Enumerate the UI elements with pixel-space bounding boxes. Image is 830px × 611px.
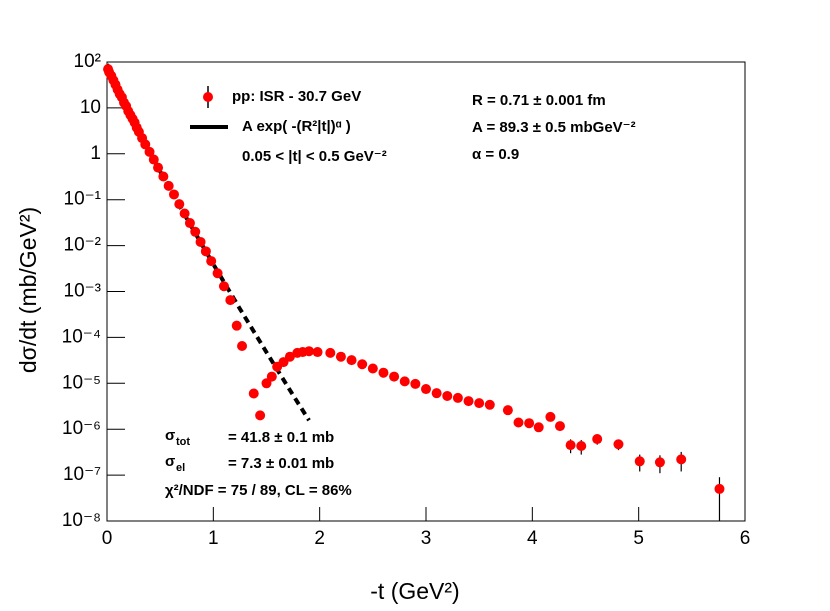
data-point (533, 422, 544, 433)
data-point (613, 439, 624, 450)
data-point (144, 146, 155, 157)
legend-label: A exp( -(R²|t|)ᵅ ) (242, 118, 351, 135)
data-point (513, 417, 524, 428)
x-tick-label: 5 (633, 528, 644, 549)
data-point (421, 384, 431, 395)
data-point (463, 396, 474, 407)
x-tick-label: 3 (421, 528, 432, 549)
subscript: tot (176, 436, 190, 448)
data-point (255, 410, 266, 421)
symbol: σ (165, 453, 175, 470)
data-point (284, 351, 295, 362)
data-point (184, 218, 195, 229)
data-point (168, 189, 179, 200)
data-point (212, 268, 223, 279)
data-point (378, 367, 389, 378)
y-axis-label: dσ/dt (mb/GeV²) (15, 207, 41, 373)
data-point (225, 295, 236, 306)
x-tick-label: 4 (527, 528, 538, 549)
range-note: 0.05 < |t| < 0.5 GeV⁻² (242, 148, 387, 165)
x-tick-label: 2 (314, 528, 325, 549)
data-point (200, 246, 211, 257)
y-tick-label: 10² (74, 51, 101, 72)
data-point (312, 347, 323, 358)
data-point (502, 405, 513, 416)
data-point (195, 236, 206, 247)
y-tick-label: 10⁻⁵ (62, 372, 101, 393)
x-tick-label: 0 (102, 528, 113, 549)
data-point (634, 456, 645, 467)
data-point (218, 281, 229, 292)
y-tick-label: 10⁻⁶ (62, 418, 101, 439)
y-tick-label: 10⁻⁴ (62, 326, 101, 347)
data-point (431, 388, 442, 399)
data-point (524, 418, 535, 429)
y-tick-label: 10⁻² (64, 235, 102, 256)
data-point (554, 421, 565, 432)
y-tick-label: 1 (90, 143, 101, 164)
data-point (545, 411, 556, 422)
data-point (452, 392, 463, 403)
legend-label: pp: ISR - 30.7 GeV (232, 88, 361, 105)
symbol: σ (165, 427, 175, 444)
data-point (367, 363, 378, 374)
x-tick-label: 1 (208, 528, 219, 549)
parameter: A = 89.3 ± 0.5 mbGeV⁻² (472, 119, 636, 136)
data-point (261, 378, 272, 389)
data-point (174, 199, 185, 210)
data-point (410, 378, 421, 389)
data-point (158, 171, 169, 182)
data-point (592, 434, 603, 445)
subscript: el (176, 462, 185, 474)
data-point (399, 376, 410, 387)
data-point (676, 454, 687, 465)
data-point (389, 371, 400, 382)
data-point (190, 226, 201, 237)
fit-extrapolation (158, 170, 311, 422)
data-point (654, 457, 665, 468)
y-tick-label: 10⁻¹ (64, 189, 102, 210)
y-tick-label: 10⁻⁷ (63, 464, 101, 485)
data-point (442, 390, 453, 401)
y-tick-label: 10⁻³ (64, 281, 102, 302)
data-point (357, 359, 368, 370)
x-axis-label: -t (GeV²) (370, 578, 459, 604)
cross-section: = 7.3 ± 0.01 mb (228, 455, 334, 472)
data-point (237, 340, 248, 351)
data-point (266, 371, 277, 382)
data-point (148, 154, 159, 165)
data-point (565, 440, 576, 451)
data-point (335, 351, 346, 362)
y-tick-label: 10 (80, 97, 101, 118)
data-point (346, 355, 357, 366)
data-point (474, 398, 485, 409)
cross-section: = 41.8 ± 0.1 mb (228, 429, 334, 446)
data-point (325, 347, 336, 358)
x-tick-label: 6 (740, 528, 751, 549)
data-point (714, 483, 725, 494)
data-point (304, 346, 315, 357)
data-point (140, 139, 151, 150)
data-point (484, 399, 495, 410)
data-point (231, 320, 242, 331)
data-point (163, 180, 174, 191)
y-tick-label: 10⁻⁸ (62, 510, 101, 531)
parameter: α = 0.9 (472, 146, 519, 163)
plot-frame (106, 61, 746, 522)
legend-marker (203, 92, 213, 102)
data-point (248, 388, 259, 399)
data-point (179, 208, 190, 219)
parameter: R = 0.71 ± 0.001 fm (472, 92, 606, 109)
data-point (206, 256, 217, 267)
data-point (153, 162, 164, 173)
fit-quality: χ²/NDF = 75 / 89, CL = 86% (165, 482, 352, 499)
data-point (576, 441, 587, 452)
